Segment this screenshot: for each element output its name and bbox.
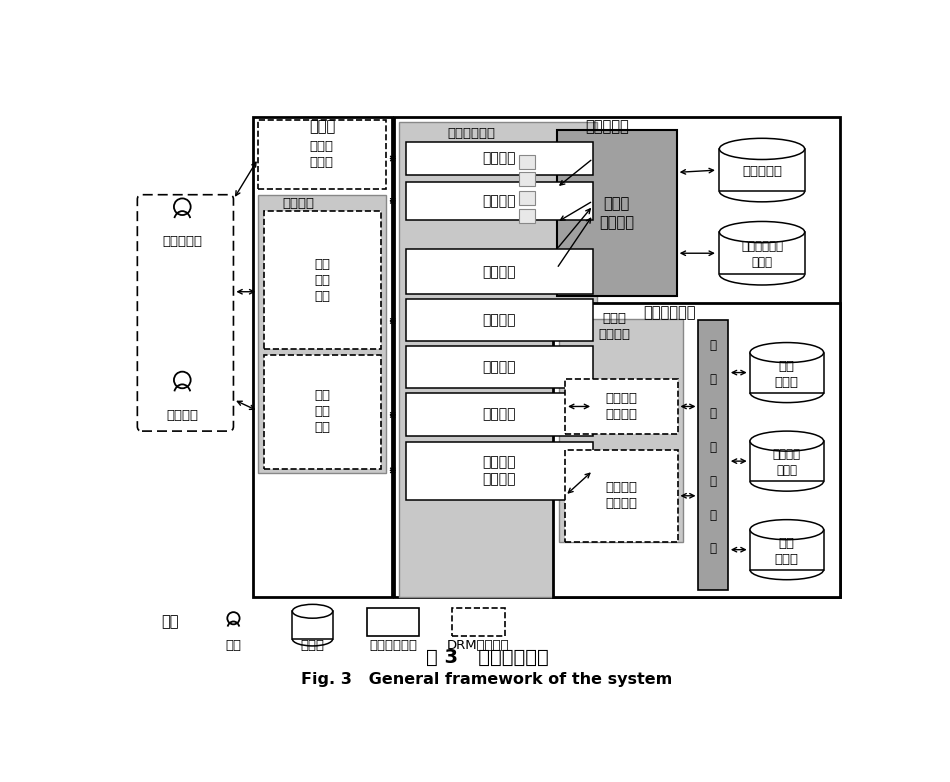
- Text: 人员权限
数据库: 人员权限 数据库: [772, 448, 801, 477]
- Text: 万维网
浏览器: 万维网 浏览器: [310, 140, 333, 169]
- Bar: [750, 353, 824, 393]
- Bar: [258, 196, 386, 472]
- Text: 图档数据库: 图档数据库: [742, 165, 782, 178]
- Text: 据: 据: [710, 373, 716, 386]
- Text: 中央服务器: 中央服务器: [585, 119, 629, 134]
- Text: 理: 理: [710, 475, 716, 488]
- Ellipse shape: [719, 138, 805, 160]
- Bar: [719, 149, 805, 192]
- Bar: [258, 120, 386, 189]
- Text: 设计方用户: 设计方用户: [162, 235, 202, 248]
- Bar: [750, 529, 824, 570]
- Text: 设计变更: 设计变更: [483, 314, 516, 327]
- Text: 客户端: 客户端: [310, 119, 335, 134]
- Text: 统: 统: [710, 543, 716, 555]
- Text: 图档
加密
模块: 图档 加密 模块: [314, 258, 331, 303]
- Ellipse shape: [750, 431, 824, 451]
- Text: 图档提交: 图档提交: [483, 152, 516, 166]
- Bar: [406, 249, 593, 294]
- Text: 规则
数据库: 规则 数据库: [775, 536, 799, 565]
- Text: Fig. 3   General framework of the system: Fig. 3 General framework of the system: [301, 672, 673, 687]
- Text: 图档参照信息
数据库: 图档参照信息 数据库: [741, 240, 783, 269]
- Text: 用户: 用户: [225, 639, 241, 651]
- Bar: [264, 211, 381, 350]
- Text: 库: 库: [710, 407, 716, 420]
- Bar: [698, 320, 728, 590]
- Bar: [750, 441, 824, 481]
- Ellipse shape: [750, 343, 824, 363]
- Text: 图档分发: 图档分发: [483, 407, 516, 421]
- Text: 图例: 图例: [162, 615, 179, 630]
- Bar: [452, 608, 504, 636]
- Text: 数据库: 数据库: [300, 639, 325, 651]
- Bar: [565, 450, 677, 542]
- Bar: [406, 346, 593, 388]
- Text: 数: 数: [710, 339, 716, 352]
- Bar: [559, 319, 683, 542]
- Text: 图档密钥
管理模块: 图档密钥 管理模块: [605, 392, 636, 421]
- Text: 系统主体程序: 系统主体程序: [447, 127, 495, 141]
- Text: 图档分发
规则设置: 图档分发 规则设置: [483, 455, 516, 486]
- Bar: [399, 121, 597, 597]
- Bar: [406, 142, 593, 175]
- Text: 工程洽商: 工程洽商: [483, 361, 516, 375]
- Bar: [553, 303, 840, 597]
- Text: 图档权限
管理模块: 图档权限 管理模块: [605, 481, 636, 511]
- Ellipse shape: [719, 221, 805, 242]
- Text: 数据库
管理系统: 数据库 管理系统: [598, 196, 634, 230]
- Bar: [253, 117, 392, 597]
- Bar: [719, 232, 805, 274]
- Ellipse shape: [750, 520, 824, 540]
- Bar: [520, 155, 535, 169]
- Bar: [293, 612, 332, 639]
- Bar: [520, 172, 535, 186]
- Text: 图档
解密
模块: 图档 解密 模块: [314, 389, 331, 434]
- Text: 安全插件: 安全插件: [282, 197, 314, 210]
- Text: 管: 管: [710, 441, 716, 454]
- Text: 图档浏览: 图档浏览: [483, 194, 516, 208]
- Bar: [557, 130, 676, 296]
- Bar: [520, 191, 535, 205]
- Bar: [406, 442, 593, 500]
- Bar: [565, 378, 677, 434]
- Text: 系统用户: 系统用户: [166, 409, 199, 422]
- Bar: [520, 210, 535, 223]
- Bar: [406, 181, 593, 220]
- Text: 图 3   系统总体架构: 图 3 系统总体架构: [426, 648, 548, 667]
- Text: 系: 系: [710, 508, 716, 522]
- Text: 协同工作模块: 协同工作模块: [370, 639, 417, 651]
- Bar: [367, 608, 420, 636]
- Text: 密钥
数据库: 密钥 数据库: [775, 360, 799, 389]
- Bar: [406, 300, 593, 341]
- Text: DRM功能模块: DRM功能模块: [447, 639, 509, 651]
- Bar: [406, 393, 593, 436]
- Text: 图档会审: 图档会审: [483, 265, 516, 278]
- Text: 设计方服务器: 设计方服务器: [643, 305, 695, 320]
- Ellipse shape: [293, 604, 332, 619]
- Bar: [264, 355, 381, 469]
- Bar: [394, 117, 840, 597]
- Text: 设计方
应用程序: 设计方 应用程序: [598, 312, 631, 341]
